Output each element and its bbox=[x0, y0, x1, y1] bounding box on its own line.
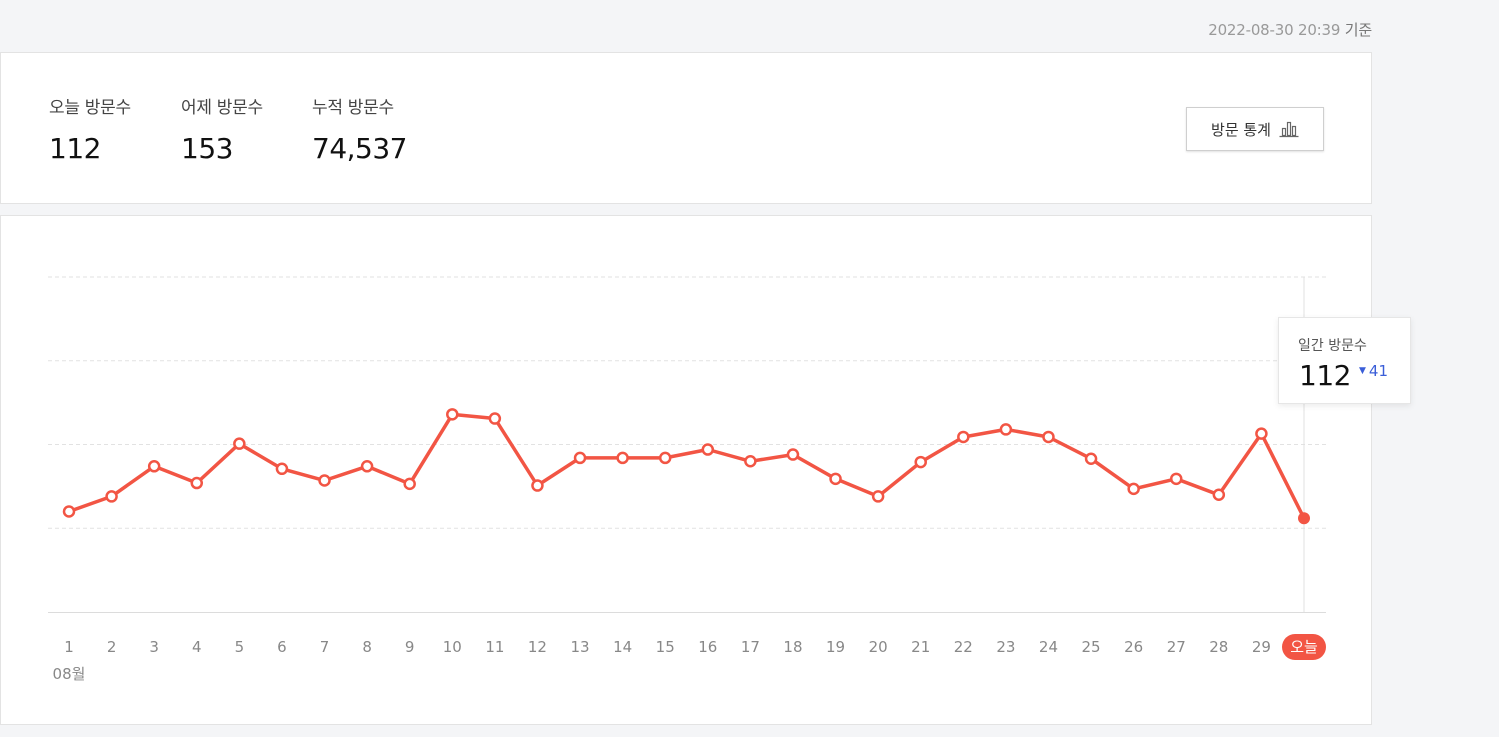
x-tick-label: 29 bbox=[1252, 638, 1271, 656]
today-label-pill bbox=[1282, 634, 1326, 660]
visit-stats-button-label: 방문 통계 bbox=[1211, 120, 1271, 139]
stat-total-value: 74,537 bbox=[312, 132, 407, 165]
x-tick-label: 16 bbox=[698, 638, 717, 656]
x-tick-label: 23 bbox=[996, 638, 1015, 656]
stat-yesterday: 어제 방문수 153 bbox=[181, 93, 263, 165]
data-point bbox=[616, 451, 629, 465]
x-tick-label: 1 bbox=[64, 638, 74, 656]
x-tick-label: 14 bbox=[613, 638, 632, 656]
data-point bbox=[786, 448, 800, 461]
visitor-summary-card: 오늘 방문수 112 어제 방문수 153 누적 방문수 74,537 방문 통… bbox=[0, 52, 1372, 204]
x-tick-label: 6 bbox=[277, 638, 287, 656]
stat-total-label: 누적 방문수 bbox=[312, 98, 394, 118]
timestamp-value: 2022-08-30 20:39 bbox=[1208, 21, 1341, 39]
data-point bbox=[1127, 482, 1140, 496]
tooltip-label: 일간 방문수 bbox=[1298, 338, 1367, 354]
x-tick-label: 19 bbox=[826, 638, 845, 656]
data-point-today bbox=[1298, 512, 1310, 525]
data-point bbox=[744, 455, 757, 468]
tooltip-change: ▼ 41 bbox=[1359, 362, 1388, 380]
x-tick-label: 20 bbox=[869, 638, 888, 656]
x-tick-label: 15 bbox=[656, 638, 675, 656]
data-point bbox=[105, 490, 118, 503]
daily-visits-chart-card: 1 2 3 4 5 6 7 8 9 10 11 12 13 14 15 16 17 18 19 20 21 22 23 24 2… bbox=[0, 215, 1411, 725]
x-tick-label: 10 bbox=[443, 638, 462, 656]
x-tick-label: 9 bbox=[405, 638, 415, 656]
x-tick-label: 26 bbox=[1124, 638, 1143, 656]
data-point bbox=[957, 430, 970, 444]
chart-tooltip: 일간 방문수 112 ▼ 41 bbox=[1278, 317, 1411, 404]
tooltip-value: 112 bbox=[1299, 359, 1351, 392]
x-tick-label: 18 bbox=[783, 638, 802, 656]
series-line bbox=[67, 412, 1306, 520]
x-tick-label: 17 bbox=[741, 638, 760, 656]
x-tick-label: 22 bbox=[954, 638, 973, 656]
data-point bbox=[1084, 452, 1098, 465]
data-point bbox=[360, 460, 374, 473]
stat-total: 누적 방문수 74,537 bbox=[312, 93, 407, 165]
data-point bbox=[190, 476, 204, 490]
x-tick-label-today: 오늘 bbox=[1290, 638, 1318, 656]
data-point bbox=[531, 479, 544, 492]
caret-down-icon: ▼ bbox=[1359, 366, 1366, 376]
stat-today: 오늘 방문수 112 bbox=[49, 93, 131, 165]
x-tick-label: 11 bbox=[485, 638, 504, 656]
x-tick-label: 28 bbox=[1209, 638, 1228, 656]
x-tick-label: 7 bbox=[320, 638, 330, 656]
timestamp: 2022-08-30 20:39 기준 bbox=[1208, 19, 1372, 40]
data-point bbox=[1255, 427, 1268, 440]
stat-today-label: 오늘 방문수 bbox=[49, 98, 131, 118]
data-point bbox=[1169, 472, 1183, 486]
data-point bbox=[829, 472, 842, 486]
data-point bbox=[233, 437, 246, 450]
data-point bbox=[147, 460, 161, 473]
month-label: 08월 bbox=[53, 665, 86, 683]
stat-yesterday-label: 어제 방문수 bbox=[181, 98, 263, 118]
data-point bbox=[701, 443, 715, 456]
x-tick-label: 12 bbox=[528, 638, 547, 656]
x-tick-label: 21 bbox=[911, 638, 930, 656]
visit-stats-button[interactable]: 방문 통계 bbox=[1186, 107, 1324, 151]
data-point bbox=[446, 408, 459, 421]
data-point bbox=[62, 505, 76, 518]
data-point bbox=[999, 423, 1013, 436]
stat-today-value: 112 bbox=[49, 132, 101, 165]
x-tick-label: 4 bbox=[192, 638, 202, 656]
timestamp-suffix: 기준 bbox=[1344, 21, 1372, 39]
data-point bbox=[573, 451, 587, 465]
x-tick-label: 25 bbox=[1082, 638, 1101, 656]
x-tick-label: 5 bbox=[235, 638, 245, 656]
x-tick-label: 24 bbox=[1039, 638, 1058, 656]
daily-visits-chart: 1 2 3 4 5 6 7 8 9 10 11 12 13 14 15 16 17 18 19 20 21 22 23 24 2… bbox=[48, 276, 1326, 683]
data-point bbox=[914, 455, 927, 469]
x-tick-label: 13 bbox=[570, 638, 589, 656]
x-tick-label: 2 bbox=[107, 638, 117, 656]
stat-yesterday-value: 153 bbox=[181, 132, 233, 165]
data-point bbox=[318, 474, 331, 487]
data-point bbox=[1042, 430, 1055, 444]
data-point bbox=[1212, 488, 1226, 501]
x-tick-label: 8 bbox=[362, 638, 372, 656]
data-point bbox=[871, 490, 885, 503]
data-point bbox=[275, 462, 289, 476]
data-point bbox=[403, 477, 416, 491]
data-point bbox=[658, 451, 672, 465]
data-point bbox=[488, 412, 502, 425]
x-tick-label: 3 bbox=[149, 638, 159, 656]
bar-chart-icon bbox=[1279, 121, 1299, 138]
x-tick-label: 27 bbox=[1167, 638, 1186, 656]
tooltip-change-value: 41 bbox=[1368, 362, 1389, 380]
